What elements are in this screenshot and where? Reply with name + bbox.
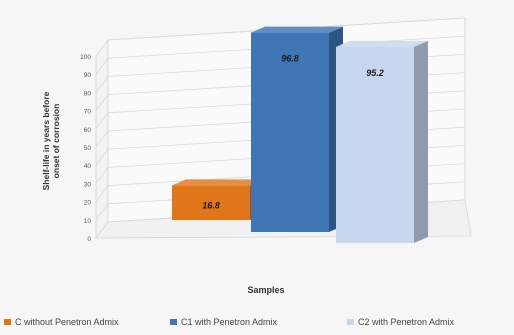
y-axis-label-line-1: Shelf-life in years before <box>41 91 51 190</box>
y-tick-label: 60 <box>84 127 92 134</box>
y-tick-labels: 0 10 20 30 40 50 60 70 80 90 100 <box>80 54 91 243</box>
bar-front <box>336 46 414 243</box>
bar-front <box>172 185 250 220</box>
bar <box>172 179 264 220</box>
bar <box>336 40 428 243</box>
legend-item-c: C without Penetron Admix <box>4 317 119 327</box>
legend-item-c2: C2 with Penetron Admix <box>347 317 454 327</box>
bar-top <box>251 26 343 33</box>
y-tick-label: 70 <box>84 109 92 116</box>
value-label: 95.2 <box>366 68 384 78</box>
y-tick-label: 40 <box>84 163 92 170</box>
value-label: 16.8 <box>202 201 220 211</box>
y-tick-label: 0 <box>87 236 91 243</box>
legend-label-c: C without Penetron Admix <box>15 317 119 327</box>
legend-label-c1: C1 with Penetron Admix <box>181 317 278 327</box>
value-label: 96.8 <box>281 54 299 64</box>
legend-item-c1: C1 with Penetron Admix <box>170 317 277 327</box>
y-tick-label: 20 <box>84 200 92 207</box>
legend: C without Penetron Admix C1 with Penetro… <box>0 317 514 333</box>
gridline <box>95 17 466 57</box>
y-tick-label: 50 <box>84 145 92 152</box>
bar-top <box>336 40 428 47</box>
y-tick-label: 10 <box>84 218 92 225</box>
bar-front <box>251 32 329 233</box>
legend-label-c2: C2 with Penetron Admix <box>358 317 455 327</box>
y-tick-label: 80 <box>84 90 92 97</box>
value-labels: 16.8 96.8 95.2 <box>202 54 384 211</box>
x-axis-label: Samples <box>247 285 284 295</box>
y-tick-label: 100 <box>80 54 91 61</box>
y-tick-label: 30 <box>84 181 92 188</box>
legend-swatch-orange <box>4 319 11 325</box>
y-axis-label-line-2: onset of corrosion <box>51 104 61 179</box>
legend-swatch-blue <box>170 319 177 325</box>
bar-side <box>414 40 428 243</box>
legend-swatch-light-blue <box>347 319 354 325</box>
bar-top <box>172 179 264 186</box>
bars <box>172 26 428 243</box>
y-tick-label: 90 <box>84 72 92 79</box>
